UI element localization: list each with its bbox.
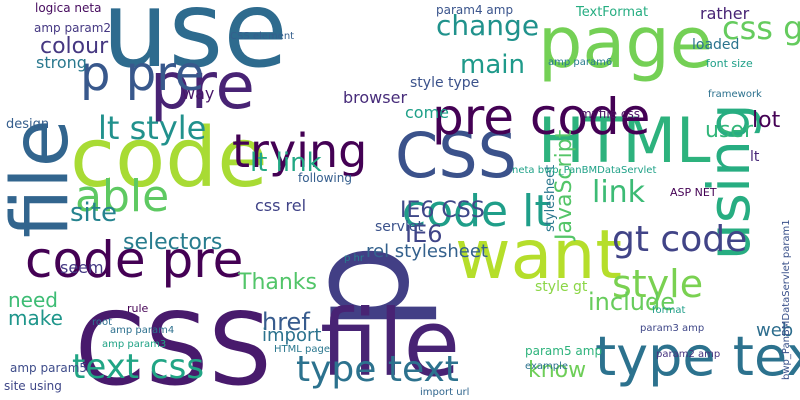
word-file-vertical: file — [0, 119, 86, 238]
word-ie6: IE6 — [405, 220, 443, 248]
word-logica-neta: logica neta — [35, 1, 102, 15]
word-import-url: import url — [420, 387, 470, 398]
word-css-gt: css gt — [722, 9, 800, 47]
word-include: include — [588, 288, 675, 316]
word-know: know — [528, 358, 587, 383]
word-user: user — [705, 118, 753, 143]
word-font-size: font size — [706, 57, 753, 70]
word-amp-param4: amp param4 — [110, 325, 175, 336]
word-loaded: loaded — [692, 37, 740, 53]
word-html: HTML — [538, 104, 711, 177]
word-ie6-css: IE6 CSS — [400, 198, 485, 223]
word-css-element: CSS element — [230, 31, 295, 42]
word-lt-link: lt link — [250, 148, 322, 178]
word-href: href — [262, 308, 310, 336]
word-example: example — [525, 361, 569, 372]
word-colour: colour — [40, 34, 109, 59]
word-rather: rather — [700, 4, 750, 23]
word-want: want — [455, 216, 623, 295]
word-p-hr: p hr — [344, 253, 364, 264]
word-css-large: CSS — [75, 291, 272, 400]
word-style-gt: style gt — [535, 279, 588, 295]
word-code-pre: code pre — [25, 231, 244, 289]
word-p-pre: p pre — [80, 46, 205, 102]
word-thanks: Thanks — [238, 270, 318, 295]
word-css: CSS — [395, 119, 518, 192]
word-param2-amp: param2 amp — [656, 349, 721, 360]
word-lt-style: lt style — [98, 109, 207, 147]
word-pre-p: type text — [595, 325, 800, 388]
word-amp-param3: amp param3 — [102, 339, 167, 350]
word-change: change — [436, 9, 540, 42]
word-myfile-css: myfile css — [580, 107, 640, 121]
word-need: need — [8, 288, 58, 312]
word-type-text: type text — [296, 349, 459, 390]
word-code-lt: code lt — [402, 186, 552, 237]
word-asp-net: ASP NET — [670, 186, 717, 199]
word-page: page — [538, 2, 713, 84]
word-way: way — [182, 84, 215, 103]
word-come: come — [405, 103, 450, 122]
word-textformat: TextFormat — [576, 5, 649, 20]
word-style: style — [612, 262, 704, 306]
word-param5-amp: param5 amp — [525, 344, 603, 358]
word-file: file — [320, 290, 461, 397]
word-pre-code: pre code — [432, 88, 651, 146]
word-web: web — [756, 320, 794, 341]
word-format: format — [652, 305, 686, 316]
word-site-using: site using — [4, 379, 62, 393]
word-gt-code: gt code — [612, 219, 748, 260]
word-import: import — [262, 325, 322, 346]
word-trying: trying — [232, 124, 368, 178]
word-lt: lt — [750, 149, 760, 165]
word-pre: pre — [150, 50, 255, 124]
word-neta-bwp-panbmdataservlet: neta bwp_PanBMDataServlet — [512, 165, 657, 176]
word-param3-amp: param3 amp — [640, 323, 705, 334]
word-style-type: style type — [410, 75, 480, 91]
word-link: link — [592, 175, 646, 210]
word-selectors: selectors — [123, 230, 223, 255]
word-make: make — [8, 306, 63, 330]
word-framework: framework — [708, 89, 762, 100]
word-param4-amp: param4 amp — [436, 3, 514, 17]
word-site: site — [70, 198, 117, 228]
word-code: code — [70, 111, 268, 206]
word-use: use — [102, 0, 288, 91]
word-amp-param2: amp param2 — [34, 21, 112, 35]
word-strong: strong — [36, 53, 87, 72]
word-servlet: servlet — [375, 219, 423, 235]
word-rule: rule — [127, 302, 149, 315]
word-html-page: HTML page — [274, 344, 330, 355]
word-text-css: text css — [72, 347, 205, 387]
word-root: root — [92, 317, 113, 328]
word-seem: seem — [60, 258, 104, 277]
word-bwp-panbmdataservlet-param1: bwp_PanBMDataServlet param1 — [781, 219, 792, 380]
word-main: main — [460, 50, 525, 80]
word-rel-stylesheet: rel stylesheet — [366, 241, 488, 262]
word-design: design — [6, 117, 50, 132]
word-browser: browser — [343, 88, 408, 107]
word-lot: lot — [752, 108, 781, 133]
word-able: able — [75, 171, 170, 222]
word-amp-param5: amp param5 — [10, 361, 88, 375]
word-css-rel: css rel — [255, 196, 307, 215]
word-following: following — [298, 171, 352, 185]
word-amp-param6: amp param6 — [548, 57, 613, 68]
